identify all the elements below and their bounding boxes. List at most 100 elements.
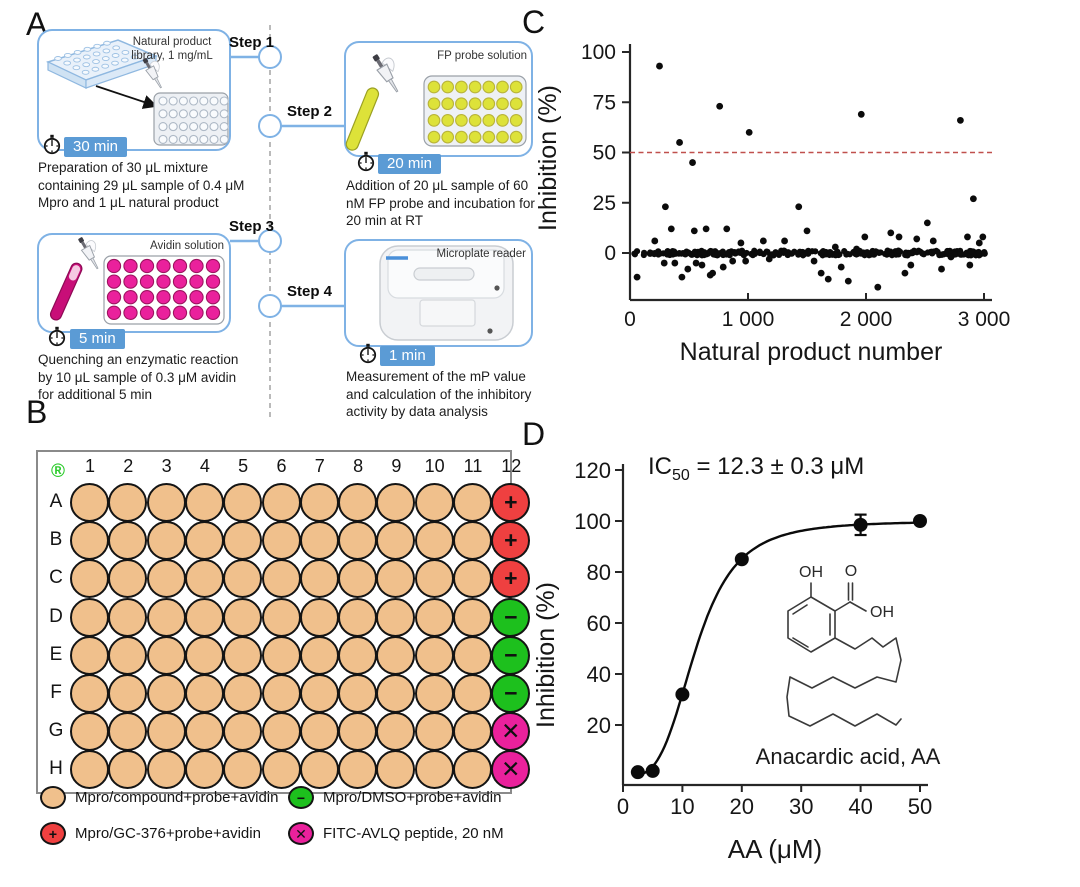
- well-E8: [338, 635, 378, 675]
- data-point: [691, 248, 698, 255]
- data-point: [729, 257, 737, 265]
- y-tick-label: 75: [593, 91, 616, 114]
- data-point: [929, 250, 936, 257]
- y-tick-label: 0: [604, 242, 616, 265]
- well-C8: [338, 559, 378, 599]
- well-B3: [146, 521, 186, 561]
- well-C6: [261, 559, 301, 599]
- data-point: [853, 245, 860, 253]
- data-point: [743, 249, 750, 257]
- y-tick-label: 25: [593, 192, 616, 215]
- well-B1: [70, 521, 109, 561]
- data-point: [630, 765, 645, 780]
- library-plate-icon: [45, 39, 159, 89]
- data-point: [641, 249, 648, 256]
- well-C5: [223, 559, 263, 599]
- data-point: [964, 233, 971, 241]
- data-point: [907, 261, 915, 269]
- data-point: [742, 257, 750, 265]
- plate-row-A: A: [49, 491, 63, 512]
- well-A1: [70, 483, 109, 522]
- data-point: [671, 259, 679, 267]
- data-point: [633, 273, 641, 281]
- well-E7: [299, 635, 339, 675]
- well-D6: [261, 597, 301, 637]
- data-point: [684, 265, 692, 273]
- well-H10: [414, 750, 454, 790]
- data-point: [938, 265, 945, 273]
- x-tick-label: 50: [908, 794, 932, 819]
- plate-col-2: 2: [123, 456, 134, 476]
- step3-label: Step 3: [229, 218, 275, 235]
- data-point: [670, 248, 678, 255]
- plate-col-8: 8: [353, 456, 364, 476]
- dose-response-chart: OH O OH Anacardic acid, AA 2040608010012…: [532, 458, 941, 864]
- data-point: [969, 195, 977, 203]
- well-C1: [70, 559, 109, 599]
- well-H7: [299, 750, 339, 790]
- y-axis-title: Inhibition (%): [532, 582, 560, 728]
- well-H1: [70, 750, 109, 790]
- well-A2: [108, 483, 148, 522]
- plate-col-11: 11: [463, 456, 483, 476]
- panel-label-c: C: [522, 4, 546, 40]
- label-natural-product-library: Natural product library, 1 mg/mL: [131, 36, 213, 62]
- well-G8: [338, 712, 378, 752]
- carboxyl-oh-label: OH: [870, 604, 894, 621]
- step4-label: Step 4: [287, 283, 333, 300]
- data-point: [676, 139, 683, 146]
- well-G5: [223, 712, 263, 752]
- data-point: [690, 227, 698, 235]
- data-point: [923, 219, 931, 227]
- y-tick-label: 40: [587, 662, 611, 687]
- y-tick-label: 60: [587, 611, 611, 636]
- well-C2: [108, 559, 148, 599]
- well-B5: [223, 521, 263, 561]
- data-point: [888, 252, 896, 259]
- data-point: [651, 237, 659, 245]
- well-F2: [108, 674, 148, 713]
- y-tick-label: 50: [593, 142, 616, 165]
- well-D12: −: [491, 597, 531, 637]
- timeline-node-3: [258, 229, 282, 253]
- label-microplate-reader: Microplate reader: [436, 248, 526, 260]
- well-A3: [146, 483, 186, 522]
- y-tick-label: 100: [574, 509, 611, 534]
- well-H5: [223, 750, 263, 790]
- transfer-arrow-icon: [95, 85, 158, 109]
- ic50-subscript: 50: [672, 466, 690, 484]
- legend-peptide-well-icon: ✕: [288, 822, 314, 845]
- plate-col-7: 7: [314, 456, 325, 476]
- data-point: [907, 250, 914, 257]
- well-H11: [453, 750, 492, 790]
- anacardic-acid-structure: [786, 582, 902, 727]
- data-point: [702, 225, 710, 233]
- well-C9: [376, 559, 416, 599]
- data-point: [975, 249, 983, 257]
- data-point: [968, 248, 975, 255]
- data-point: [795, 203, 803, 211]
- timeline-node-2: [258, 114, 282, 138]
- step1-label: Step 1: [229, 34, 275, 51]
- panel-label-b: B: [26, 394, 48, 430]
- data-point: [716, 102, 724, 110]
- data-point: [772, 249, 779, 256]
- data-point: [732, 250, 739, 257]
- well-G12: ✕: [491, 712, 531, 752]
- well-D1: [70, 597, 109, 637]
- data-point: [678, 273, 686, 281]
- data-point: [844, 277, 852, 285]
- ic50-annotation: IC50 = 12.3 ± 0.3 μM: [648, 453, 864, 485]
- structure-caption: Anacardic acid, AA: [756, 744, 941, 769]
- x-tick-label: 20: [730, 794, 754, 819]
- well-G6: [261, 712, 301, 752]
- well-E1: [70, 635, 109, 675]
- well-H4: [184, 750, 224, 790]
- step1-description: Preparation of 30 μL mixture containing …: [38, 160, 245, 211]
- well-H6: [261, 750, 301, 790]
- well-F8: [338, 674, 378, 713]
- timeline-node-1: [258, 45, 282, 69]
- plate-col-10: 10: [424, 456, 445, 476]
- data-point: [676, 249, 683, 257]
